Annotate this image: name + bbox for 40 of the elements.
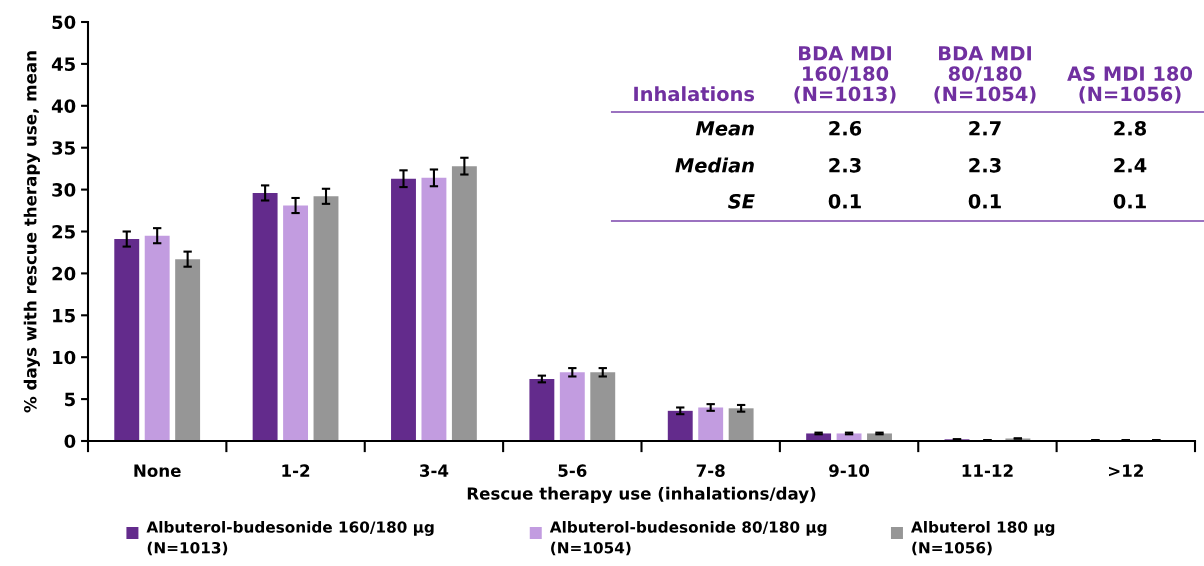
annotation: 2.8 — [1114, 120, 1147, 136]
annotation: 2.7 — [969, 120, 1001, 136]
y-tick-label: 35 — [52, 141, 75, 155]
x-tick-label: 7-8 — [696, 464, 725, 477]
annotation: AS MDI 180 (N=1056) — [1067, 66, 1193, 104]
annotation: 0.1 — [828, 193, 861, 209]
x-tick-label: None — [134, 464, 181, 477]
y-axis-title: % days with rescue therapy use, mean — [23, 51, 40, 413]
y-tick-label: 10 — [53, 350, 76, 365]
legend-label: Albuterol-budesonide 80/180 µg (N=1054) — [549, 521, 827, 556]
y-tick-label: 0 — [64, 434, 76, 449]
annotation: 2.3 — [829, 157, 861, 173]
y-tick-label: 20 — [52, 266, 76, 281]
annotation: Median — [675, 157, 754, 173]
x-tick-label: 11-12 — [962, 464, 1013, 477]
annotation: 2.6 — [829, 120, 862, 136]
x-tick-label: 3-4 — [420, 464, 449, 477]
annotation: 2.4 — [1114, 157, 1147, 173]
annotation: BDA MDI 160/180 (N=1013) — [794, 46, 896, 104]
x-axis-title: Rescue therapy use (inhalations/day) — [467, 486, 816, 504]
y-tick-label: 30 — [52, 183, 76, 197]
y-tick-label: 5 — [65, 392, 75, 407]
x-tick-label: 5-6 — [558, 464, 587, 477]
y-tick-label: 15 — [53, 309, 75, 323]
x-tick-label: 1-2 — [282, 464, 310, 477]
legend-label: Albuterol 180 µg (N=1056) — [911, 521, 1055, 556]
x-tick-label: >12 — [1109, 464, 1143, 477]
annotation: BDA MDI 80/180 (N=1054) — [934, 46, 1036, 104]
annotation: 0.1 — [968, 193, 1001, 209]
x-tick-label: 9-10 — [829, 464, 870, 477]
y-tick-label: 40 — [51, 99, 76, 113]
annotation: Inhalations — [634, 86, 755, 102]
annotation: 0.1 — [1113, 193, 1146, 209]
y-tick-label: 50 — [52, 15, 76, 30]
annotation: 2.3 — [969, 157, 1001, 173]
y-tick-label: 25 — [52, 224, 75, 239]
legend-label: Albuterol-budesonide 160/180 µg (N=1013) — [146, 521, 434, 556]
annotation: Mean — [695, 121, 754, 136]
y-tick-label: 45 — [51, 57, 75, 72]
annotation: SE — [728, 193, 755, 209]
